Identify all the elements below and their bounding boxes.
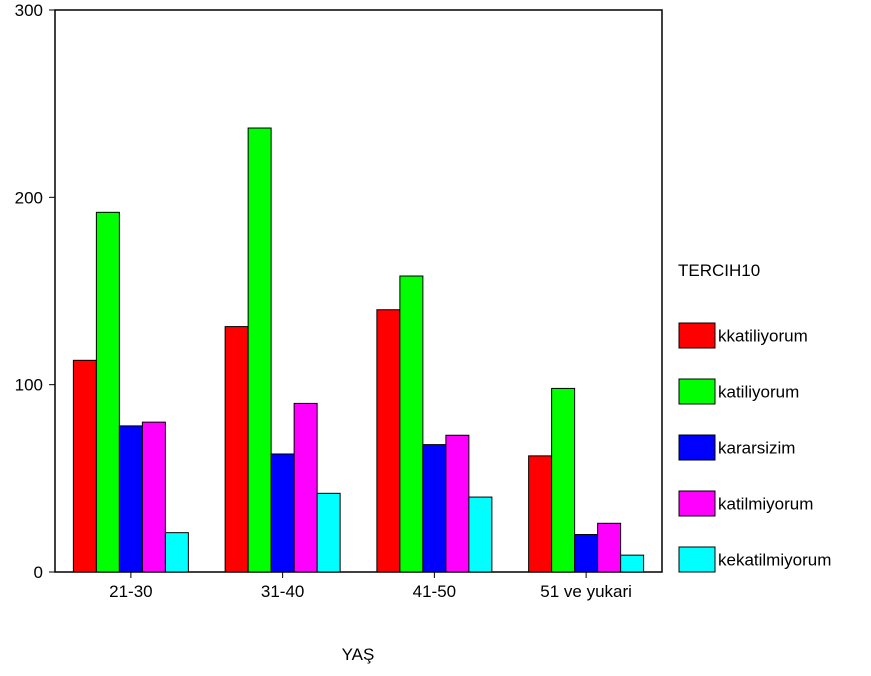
bar-kekatilmiyorum-0	[164, 532, 189, 573]
y-tick-label: 0	[34, 563, 43, 582]
plot-frame	[54, 9, 663, 573]
x-tick-label: 41-50	[413, 582, 456, 601]
y-tick-label: 300	[15, 1, 43, 20]
x-axis-title: YAŞ	[342, 645, 375, 664]
legend-label-katiliyorum: katiliyorum	[718, 383, 799, 402]
bar-kararsizim-3	[574, 534, 599, 573]
bar-katilmiyorum-1	[293, 402, 318, 573]
legend-swatch-kararsizim	[678, 434, 716, 461]
legend-swatch-kkatiliyorum	[678, 322, 716, 349]
y-tick-label: 200	[15, 188, 43, 207]
bar-katilmiyorum-0	[141, 421, 166, 573]
y-axis: 0 100 200 300	[15, 1, 55, 582]
legend-swatch-katiliyorum	[678, 378, 716, 405]
bar-kekatilmiyorum-2	[468, 496, 493, 573]
bar-katiliyorum-3	[551, 387, 576, 573]
x-tick-label: 21-30	[109, 582, 152, 601]
y-tick-label: 100	[15, 376, 43, 395]
legend-items: kkatiliyorum katiliyorum kararsizim katilmi…	[678, 322, 831, 573]
bar-katiliyorum-1	[247, 127, 272, 573]
bar-kkatiliyorum-1	[224, 326, 249, 573]
bar-katilmiyorum-2	[445, 434, 470, 573]
legend-swatch-katilmiyorum	[678, 490, 716, 517]
x-tick-label: 31-40	[261, 582, 304, 601]
bar-kararsizim-1	[270, 453, 295, 573]
bar-kekatilmiyorum-1	[316, 492, 341, 573]
x-axis: 21-30 31-40 41-50 51 ve yukari	[109, 572, 632, 601]
bar-kkatiliyorum-3	[528, 455, 553, 573]
bar-kararsizim-2	[422, 444, 447, 573]
legend: TERCIH10 kkatiliyorum katiliyorum kararsiz…	[678, 261, 831, 573]
bar-kkatiliyorum-0	[72, 359, 97, 573]
x-tick-label: 51 ve yukari	[540, 582, 632, 601]
bar-katiliyorum-0	[95, 211, 120, 573]
bar-katiliyorum-2	[399, 275, 424, 573]
legend-label-kararsizim: kararsizim	[718, 439, 795, 458]
legend-swatch-kekatilmiyorum	[678, 546, 716, 573]
legend-title: TERCIH10	[678, 261, 760, 280]
bars-group	[72, 127, 645, 573]
legend-label-katilmiyorum: katilmiyorum	[718, 495, 813, 514]
legend-label-kekatilmiyorum: kekatilmiyorum	[718, 551, 831, 570]
bar-kekatilmiyorum-3	[620, 554, 645, 573]
legend-label-kkatiliyorum: kkatiliyorum	[718, 327, 808, 346]
bar-kararsizim-0	[118, 425, 143, 573]
bar-kkatiliyorum-2	[376, 309, 401, 573]
bar-katilmiyorum-3	[597, 522, 622, 573]
plot-area	[54, 9, 663, 573]
